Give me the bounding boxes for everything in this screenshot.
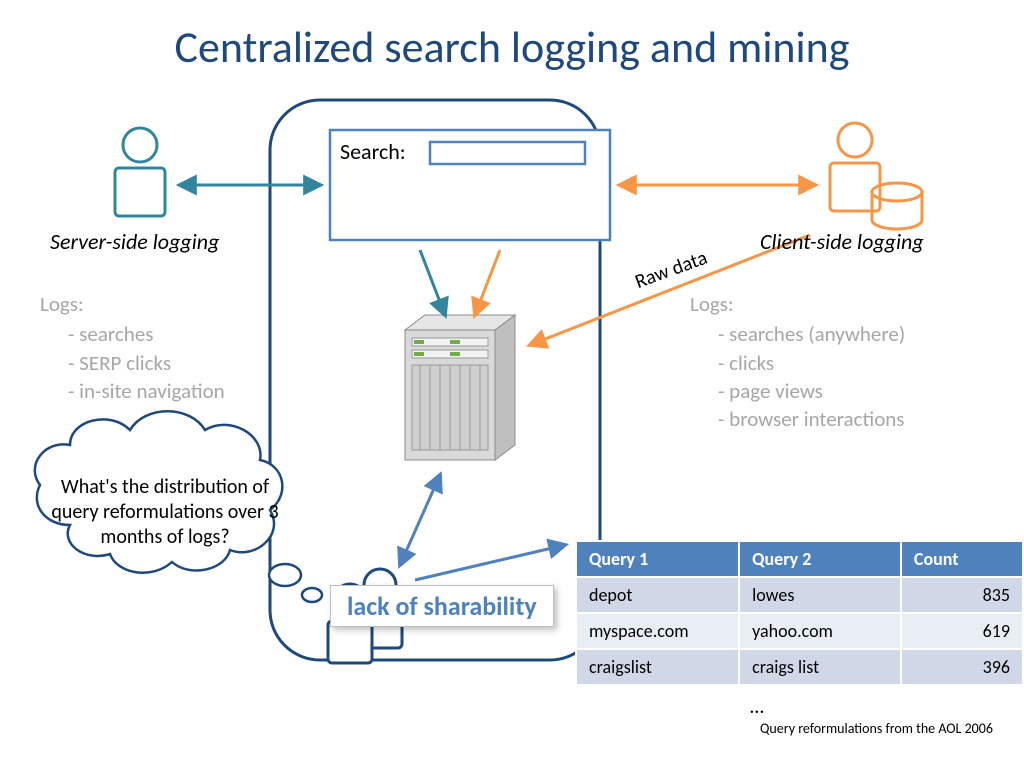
table-row: depot lowes 835: [576, 577, 1023, 613]
server-logs-list: Logs: - searches - SERP clicks - in-site…: [40, 290, 225, 405]
container-rect: [270, 100, 600, 660]
logs-header: Logs:: [690, 290, 905, 318]
server-side-label: Server-side logging: [50, 228, 219, 255]
list-item: - in-site navigation: [40, 377, 225, 405]
footnote: Query reformulations from the AOL 2006: [760, 720, 993, 737]
col-query2: Query 2: [739, 541, 901, 577]
arrow-researcher-server: [400, 475, 440, 565]
logs-header: Logs:: [40, 290, 225, 318]
list-item: - searches (anywhere): [690, 320, 905, 348]
server-person-icon: [115, 128, 165, 216]
list-item: - SERP clicks: [40, 349, 225, 377]
arrow-browser-server-orange: [475, 250, 500, 315]
raw-data-label: Raw data: [632, 246, 711, 294]
arrow-browser-server-teal: [420, 250, 445, 315]
callout-sharability: lack of sharability: [330, 585, 554, 627]
list-item: - clicks: [690, 349, 905, 377]
client-logs-list: Logs: - searches (anywhere) - clicks - p…: [690, 290, 905, 434]
table-row: craigslist craigs list 396: [576, 649, 1023, 685]
server-icon: [405, 315, 515, 460]
cloud-bubble-2: [302, 588, 322, 602]
col-count: Count: [901, 541, 1023, 577]
page-title: Centralized search logging and mining: [0, 20, 1024, 74]
list-item: - page views: [690, 377, 905, 405]
list-item: - searches: [40, 320, 225, 348]
client-side-label: Client-side logging: [760, 228, 924, 255]
thought-cloud-text: What's the distribution of query reformu…: [40, 475, 290, 550]
cloud-bubble-1: [269, 564, 301, 586]
client-person-icon: [830, 123, 922, 229]
table-row: myspace.com yahoo.com 619: [576, 613, 1023, 649]
table-ellipsis: …: [750, 695, 764, 719]
col-query1: Query 1: [576, 541, 739, 577]
query-table: Query 1 Query 2 Count depot lowes 835 my…: [575, 540, 1024, 686]
list-item: - browser interactions: [690, 405, 905, 433]
arrow-researcher-table: [415, 545, 565, 580]
search-input-rect: [430, 142, 585, 164]
search-label: Search:: [340, 138, 406, 165]
